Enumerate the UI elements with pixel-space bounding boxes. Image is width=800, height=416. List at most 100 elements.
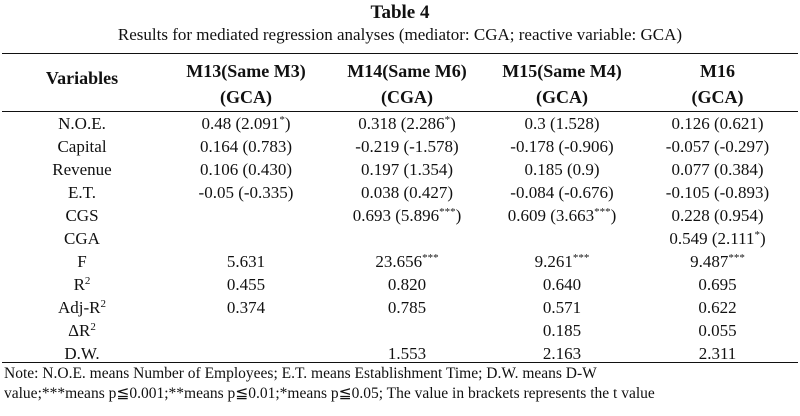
table-row: Capital 0.164 (0.783) -0.219 (-1.578) -0.17… <box>0 135 800 158</box>
cell-value: 0.693 (5.896 <box>352 206 440 225</box>
cell-value: 5.631 <box>226 252 266 271</box>
table-cell: 0.3 (1.528) <box>487 112 637 135</box>
table-cell: 0.055 <box>637 319 798 342</box>
significance-marker: *** <box>439 206 456 218</box>
note-line-2: value;***means p≦0.001;**means p≦0.01;*m… <box>4 385 655 402</box>
table-cell: 0.820 <box>327 273 487 296</box>
table-cell: 0.48 (2.091*) <box>165 112 327 135</box>
table-cell: 0.571 <box>487 296 637 319</box>
row-label-text: Revenue <box>52 160 112 179</box>
header-variables: Variables <box>2 65 162 117</box>
row-label-text: CGA <box>64 229 100 248</box>
row-label-text: E.T. <box>67 183 96 202</box>
header-model-m14: M14(Same M6) (CGA) <box>327 58 487 110</box>
header-dependent-variable: (GCA) <box>691 87 744 107</box>
row-label-text: D.W. <box>64 344 100 363</box>
table-cell: 0.038 (0.427) <box>327 181 487 204</box>
header-dependent-variable: (CGA) <box>381 87 433 107</box>
table-row: CGS 0.693 (5.896***) 0.609 (3.663***) 0.228… <box>0 204 800 227</box>
row-label: CGA <box>2 227 162 250</box>
table-cell: 0.197 (1.354) <box>327 158 487 181</box>
row-label-superscript: 2 <box>90 321 96 333</box>
top-rule <box>2 53 798 54</box>
cell-value-tail: ) <box>610 206 617 225</box>
cell-value-tail: ) <box>450 114 456 133</box>
table-row: Adj-R2 0.374 0.785 0.571 0.622 <box>0 296 800 319</box>
table-row: N.O.E. 0.48 (2.091*) 0.318 (2.286*) 0.3 (1.… <box>0 112 800 135</box>
header-model-name: M13(Same M3) <box>186 61 306 81</box>
cell-value-tail: ) <box>759 229 766 248</box>
bottom-rule <box>2 362 798 363</box>
table-cell: 0.164 (0.783) <box>165 135 327 158</box>
table-cell: 1.553 <box>327 342 487 365</box>
cell-value: 0.038 (0.427) <box>360 183 454 202</box>
row-label-text: Capital <box>57 137 107 156</box>
header-dependent-variable: (GCA) <box>536 87 588 107</box>
table-cell: 0.609 (3.663***) <box>487 204 637 227</box>
cell-value: 1.553 <box>387 344 427 363</box>
header-model-name: M16 <box>700 61 735 81</box>
table-cell: 0.695 <box>637 273 798 296</box>
header-rule <box>2 111 798 112</box>
cell-value: -0.057 (-0.297) <box>665 137 770 156</box>
cell-value: 0.609 (3.663 <box>507 206 595 225</box>
cell-value: 0.185 <box>542 321 582 340</box>
cell-value: 0.785 <box>387 298 427 317</box>
cell-value: -0.084 (-0.676) <box>510 183 614 202</box>
cell-value: 23.656 <box>375 252 423 271</box>
table-cell: 0.374 <box>165 296 327 319</box>
cell-value: 0.185 (0.9) <box>524 160 600 179</box>
table-cell: 9.487*** <box>637 250 798 273</box>
cell-value: 0.164 (0.783) <box>199 137 293 156</box>
row-label: Adj-R2 <box>2 296 162 319</box>
significance-marker: *** <box>572 252 590 264</box>
table-cell: -0.084 (-0.676) <box>487 181 637 204</box>
table-cell: -0.05 (-0.335) <box>165 181 327 204</box>
row-label: R2 <box>2 273 162 296</box>
table-cell: 0.228 (0.954) <box>637 204 798 227</box>
table-cell: 5.631 <box>165 250 327 273</box>
cell-value: -0.178 (-0.906) <box>510 137 614 156</box>
cell-value: 0.571 <box>542 298 582 317</box>
table-row: R2 0.455 0.820 0.640 0.695 <box>0 273 800 296</box>
header-model-m16: M16 (GCA) <box>637 58 798 110</box>
table-row: D.W. 1.553 2.163 2.311 <box>0 342 800 365</box>
cell-value: 2.163 <box>542 344 582 363</box>
table-cell: 0.185 (0.9) <box>487 158 637 181</box>
cell-value-tail: ) <box>455 206 462 225</box>
row-label-text: R <box>73 275 85 294</box>
table-cell: 0.785 <box>327 296 487 319</box>
table-cell: 0.640 <box>487 273 637 296</box>
table-cell: 0.185 <box>487 319 637 342</box>
row-label-text: Adj-R <box>58 298 101 317</box>
note-line-1: Note: N.O.E. means Number of Employees; … <box>4 365 597 382</box>
cell-value: -0.105 (-0.893) <box>665 183 770 202</box>
header-model-m15: M15(Same M4) (GCA) <box>487 58 637 110</box>
significance-marker: * <box>444 114 451 126</box>
table-cell: 0.077 (0.384) <box>637 158 798 181</box>
table-row: Revenue 0.106 (0.430) 0.197 (1.354) 0.185 (… <box>0 158 800 181</box>
row-label: ΔR2 <box>2 319 162 342</box>
table-note: Note: N.O.E. means Number of Employees; … <box>4 364 798 404</box>
cell-value: 0.197 (1.354) <box>360 160 454 179</box>
significance-marker: * <box>279 114 285 126</box>
header-model-name: M14(Same M6) <box>347 61 467 81</box>
header-model-name: M15(Same M4) <box>502 61 622 81</box>
row-label: N.O.E. <box>2 112 162 135</box>
table-subtitle: Results for mediated regression analyses… <box>117 25 683 44</box>
table-cell: 0.549 (2.111*) <box>637 227 798 250</box>
table-cell: 2.311 <box>637 342 798 365</box>
cell-value-tail: ) <box>284 114 291 133</box>
cell-value: 0.228 (0.954) <box>671 206 764 225</box>
cell-value: 0.077 (0.384) <box>671 160 764 179</box>
table-cell: 0.106 (0.430) <box>165 158 327 181</box>
header-model-m13: M13(Same M3) (GCA) <box>165 58 327 110</box>
row-label: E.T. <box>2 181 162 204</box>
table-row: E.T. -0.05 (-0.335) 0.038 (0.427) -0.084 (-… <box>0 181 800 204</box>
significance-marker: * <box>754 229 760 241</box>
cell-value: -0.05 (-0.335) <box>198 183 294 202</box>
table-body: N.O.E. 0.48 (2.091*) 0.318 (2.286*) 0.3 (1.… <box>0 112 800 365</box>
significance-marker: *** <box>422 252 439 264</box>
table-cell: 0.622 <box>637 296 798 319</box>
cell-value: 0.622 <box>698 298 737 317</box>
